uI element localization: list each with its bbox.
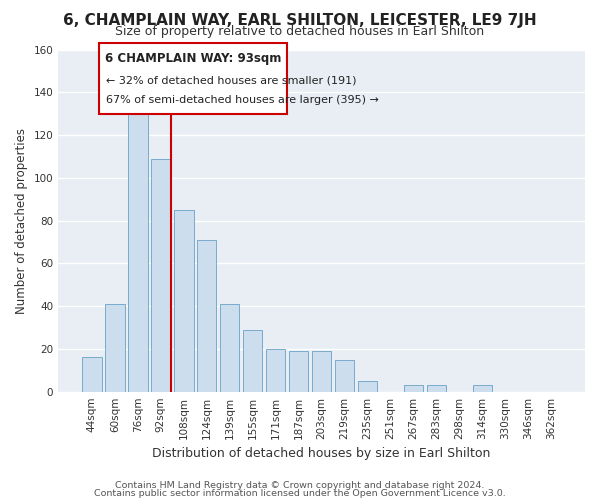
Bar — [105, 304, 125, 392]
Text: 67% of semi-detached houses are larger (395) →: 67% of semi-detached houses are larger (… — [106, 94, 379, 104]
X-axis label: Distribution of detached houses by size in Earl Shilton: Distribution of detached houses by size … — [152, 447, 491, 460]
Y-axis label: Number of detached properties: Number of detached properties — [15, 128, 28, 314]
Bar — [174, 210, 194, 392]
Bar — [473, 386, 492, 392]
Bar — [82, 358, 101, 392]
FancyBboxPatch shape — [99, 44, 287, 114]
Bar — [404, 386, 423, 392]
Bar — [312, 351, 331, 392]
Text: Contains HM Land Registry data © Crown copyright and database right 2024.: Contains HM Land Registry data © Crown c… — [115, 481, 485, 490]
Text: 6 CHAMPLAIN WAY: 93sqm: 6 CHAMPLAIN WAY: 93sqm — [105, 52, 281, 65]
Bar — [151, 158, 170, 392]
Bar — [220, 304, 239, 392]
Text: ← 32% of detached houses are smaller (191): ← 32% of detached houses are smaller (19… — [106, 76, 356, 86]
Bar — [266, 349, 286, 392]
Bar — [243, 330, 262, 392]
Bar — [128, 108, 148, 392]
Text: 6, CHAMPLAIN WAY, EARL SHILTON, LEICESTER, LE9 7JH: 6, CHAMPLAIN WAY, EARL SHILTON, LEICESTE… — [63, 12, 537, 28]
Bar — [289, 351, 308, 392]
Bar — [335, 360, 355, 392]
Bar — [358, 381, 377, 392]
Text: Contains public sector information licensed under the Open Government Licence v3: Contains public sector information licen… — [94, 488, 506, 498]
Bar — [427, 386, 446, 392]
Bar — [197, 240, 217, 392]
Text: Size of property relative to detached houses in Earl Shilton: Size of property relative to detached ho… — [115, 25, 485, 38]
